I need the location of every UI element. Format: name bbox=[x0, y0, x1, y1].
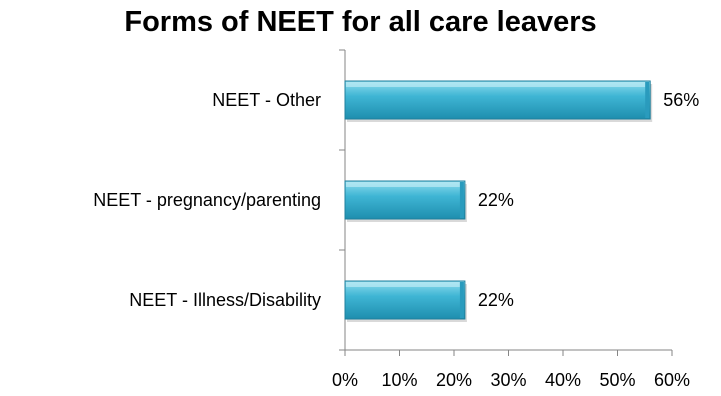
bar-end-cap bbox=[459, 282, 464, 318]
data-label: 22% bbox=[478, 290, 514, 310]
x-tick-label: 30% bbox=[490, 370, 526, 390]
x-tick-label: 10% bbox=[381, 370, 417, 390]
bar-end-cap bbox=[645, 82, 650, 118]
labels: 0% 10% 20% 30% 40% 50% 60% NEET - Other 56% NEET … bbox=[93, 90, 699, 390]
x-tick-label: 60% bbox=[654, 370, 690, 390]
category-label: NEET - Illness/Disability bbox=[129, 290, 321, 310]
data-label: 22% bbox=[478, 190, 514, 210]
bar-highlight bbox=[346, 82, 646, 87]
bar bbox=[344, 180, 466, 220]
x-tick-label: 40% bbox=[545, 370, 581, 390]
bar-end-cap bbox=[459, 182, 464, 218]
chart-title: Forms of NEET for all care leavers bbox=[124, 6, 597, 38]
x-tick-label: 0% bbox=[332, 370, 358, 390]
bar bbox=[344, 80, 651, 120]
x-tick-label: 50% bbox=[599, 370, 635, 390]
bar-highlight bbox=[346, 282, 460, 287]
bar bbox=[344, 280, 466, 320]
category-label: NEET - pregnancy/parenting bbox=[93, 190, 321, 210]
data-label: 56% bbox=[663, 90, 699, 110]
category-label: NEET - Other bbox=[212, 90, 321, 110]
x-tick-label: 20% bbox=[436, 370, 472, 390]
bars bbox=[344, 80, 653, 322]
bar-highlight bbox=[346, 182, 460, 187]
